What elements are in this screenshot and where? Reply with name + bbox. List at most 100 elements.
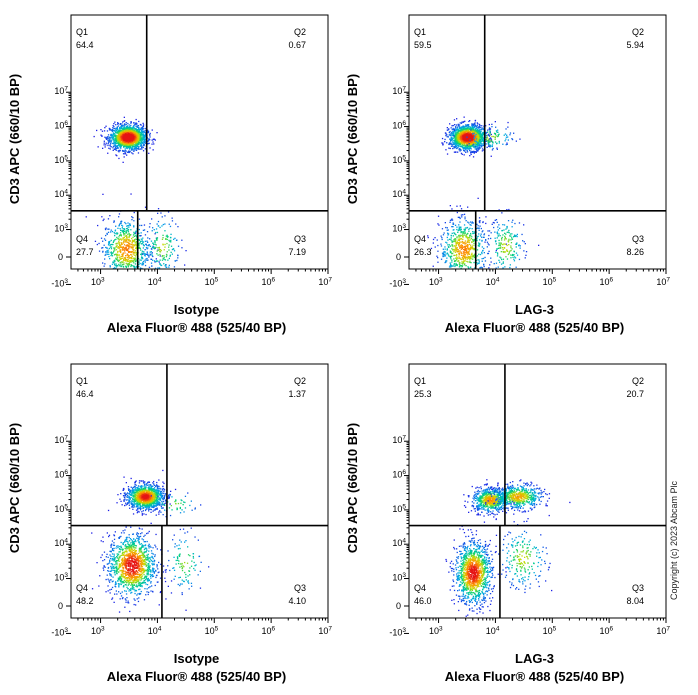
- event-dot: [128, 260, 130, 262]
- event-dot: [466, 258, 468, 260]
- event-dot: [437, 215, 440, 217]
- event-dot: [473, 131, 475, 133]
- event-dot: [113, 134, 115, 136]
- event-dot: [111, 134, 114, 136]
- event-dot: [173, 248, 175, 250]
- event-dot: [111, 130, 113, 133]
- event-dot: [457, 128, 459, 130]
- event-dot: [489, 128, 491, 130]
- event-dot: [132, 139, 135, 141]
- event-dot: [468, 128, 470, 130]
- event-dot: [521, 233, 523, 236]
- event-dot: [465, 124, 467, 126]
- event-dot: [458, 229, 460, 231]
- event-dot: [465, 256, 467, 258]
- event-dot: [116, 147, 118, 149]
- event-dot: [466, 147, 468, 149]
- event-dot: [487, 252, 490, 255]
- event-dot: [445, 260, 447, 262]
- event-dot: [470, 150, 472, 152]
- event-dot: [478, 221, 481, 223]
- event-dot: [449, 138, 451, 140]
- event-dot: [472, 144, 474, 146]
- event-dot: [138, 245, 140, 247]
- event-dot: [455, 262, 457, 265]
- event-dot: [443, 251, 445, 254]
- event-dot: [452, 226, 454, 228]
- event-dot: [125, 230, 127, 232]
- event-dot: [470, 151, 473, 153]
- event-dot: [462, 231, 464, 233]
- event-dot: [471, 236, 473, 238]
- event-dot: [466, 227, 468, 229]
- event-dot: [162, 237, 164, 239]
- event-dot: [113, 250, 115, 252]
- event-dot: [473, 123, 476, 125]
- event-dot: [137, 140, 139, 142]
- event-dot: [473, 141, 475, 143]
- event-dot: [490, 139, 493, 141]
- event-dot: [457, 142, 459, 144]
- event-dot: [484, 260, 487, 262]
- event-dot: [458, 224, 460, 226]
- event-dot: [113, 130, 115, 132]
- event-dot: [116, 243, 118, 245]
- event-dot: [468, 250, 470, 252]
- event-dot: [468, 141, 470, 143]
- event-dot: [144, 127, 146, 130]
- event-dot: [130, 259, 132, 262]
- event-dot: [460, 129, 462, 131]
- event-dot: [118, 239, 120, 241]
- event-dot: [131, 147, 133, 149]
- event-dot: [474, 129, 476, 131]
- event-dot: [446, 142, 448, 144]
- event-dot: [499, 243, 501, 245]
- event-dot: [475, 128, 477, 130]
- event-dot: [116, 236, 118, 239]
- event-dot: [449, 130, 451, 133]
- event-dot: [495, 130, 498, 132]
- event-dot: [131, 134, 133, 136]
- event-dot: [126, 127, 128, 130]
- event-dot: [471, 141, 473, 143]
- event-dot: [127, 266, 129, 268]
- event-dot: [114, 134, 116, 136]
- event-dot: [467, 252, 469, 254]
- event-dot: [128, 148, 131, 150]
- event-dot: [463, 132, 465, 134]
- event-dot: [459, 227, 461, 230]
- event-dot: [121, 127, 123, 130]
- event-dot: [153, 143, 155, 145]
- event-dot: [124, 143, 126, 145]
- event-dot: [464, 250, 466, 252]
- event-dot: [465, 135, 467, 137]
- event-dot: [514, 234, 516, 236]
- event-dot: [446, 236, 448, 239]
- event-dot: [123, 263, 125, 266]
- event-dot: [464, 230, 466, 232]
- event-dot: [96, 243, 98, 246]
- event-dot: [156, 223, 158, 225]
- event-dot: [496, 248, 498, 250]
- event-dot: [144, 138, 146, 141]
- event-dot: [127, 255, 130, 257]
- event-dot: [509, 132, 512, 134]
- event-dot: [475, 125, 478, 128]
- event-dot: [506, 244, 508, 247]
- event-dot: [475, 139, 477, 141]
- event-dot: [121, 142, 124, 145]
- event-dot: [117, 125, 120, 127]
- event-dot: [441, 228, 444, 230]
- event-dot: [453, 249, 455, 251]
- event-dot: [134, 252, 136, 254]
- event-dot: [145, 253, 147, 255]
- event-dot: [476, 132, 478, 134]
- event-dot: [466, 133, 468, 135]
- event-dot: [157, 260, 159, 262]
- event-dot: [117, 246, 119, 248]
- event-dot: [134, 138, 136, 140]
- event-dot: [477, 139, 479, 141]
- event-dot: [448, 147, 450, 149]
- event-dot: [135, 135, 137, 137]
- event-dot: [137, 139, 139, 141]
